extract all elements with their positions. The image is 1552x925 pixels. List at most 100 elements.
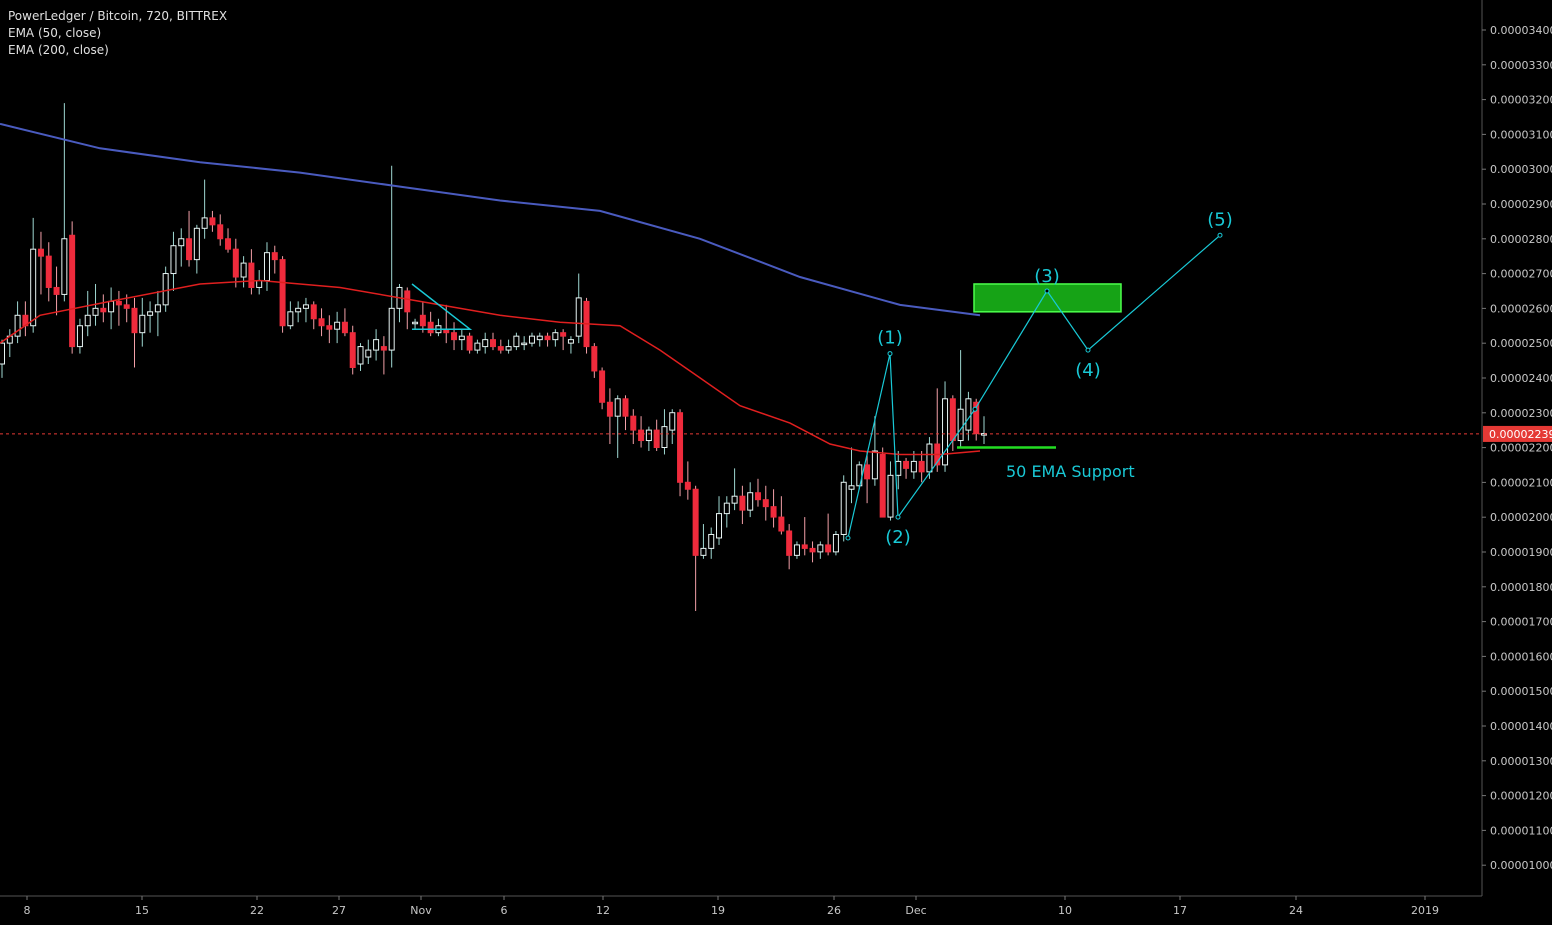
candle — [380, 336, 387, 375]
candle-body — [271, 252, 278, 261]
candle-body — [302, 304, 309, 309]
ema50-line — [0, 279, 981, 456]
candle — [162, 266, 169, 312]
candle-body — [786, 530, 793, 556]
candle-body — [793, 544, 800, 556]
candle — [131, 297, 138, 368]
candle — [178, 228, 185, 267]
candle-body — [53, 286, 60, 295]
candle — [186, 210, 193, 267]
candle — [809, 541, 816, 563]
price-axis[interactable]: 0.00003400 0.00003300 0.00003200 0.00003100… — [1481, 0, 1552, 896]
candle-body — [490, 339, 496, 348]
candle — [217, 214, 224, 246]
time-axis[interactable]: 8 15 22 27 Nov 6 12 19 26 Dec 10 17 24 2019 — [0, 895, 1482, 917]
candle-body — [677, 412, 684, 483]
wave-label-5: (5) — [1207, 209, 1233, 230]
candle — [942, 381, 949, 472]
candle — [404, 287, 411, 330]
candle-body — [505, 346, 512, 351]
candle-body — [708, 533, 715, 549]
ema50-legend[interactable]: EMA (50, close) — [8, 26, 102, 40]
drawings-layer — [0, 232, 1482, 541]
candle — [606, 388, 613, 445]
price-tick-label: 0.00002600 — [1490, 302, 1552, 315]
candle — [552, 329, 559, 347]
candle-body — [412, 321, 419, 325]
candle — [139, 297, 146, 347]
candle-body — [380, 346, 387, 351]
candle — [326, 315, 333, 344]
candle-body — [193, 227, 200, 261]
candle-body — [599, 370, 606, 403]
candle — [240, 256, 247, 288]
candle-body — [217, 224, 224, 240]
candle-body — [474, 342, 481, 351]
candle — [622, 395, 629, 431]
candle-body — [840, 481, 847, 535]
candle-body — [357, 346, 364, 365]
candle-body — [895, 460, 902, 476]
candle-body — [318, 318, 325, 327]
candle-body — [661, 426, 668, 448]
candle-body — [232, 248, 239, 278]
candle — [232, 238, 239, 288]
candle-body — [513, 335, 520, 348]
candle-body — [739, 495, 746, 511]
candle-body — [606, 401, 613, 417]
candle-body — [622, 398, 629, 417]
candle-body — [887, 474, 894, 518]
wave-point — [1217, 232, 1223, 238]
candle — [225, 228, 232, 253]
price-tick-label: 0.00002800 — [1490, 233, 1552, 246]
candle-body — [630, 415, 637, 431]
candle — [271, 245, 278, 274]
candle — [684, 461, 691, 500]
candle — [599, 367, 606, 410]
candle-body — [69, 234, 76, 348]
price-tick-label: 0.00001900 — [1490, 546, 1552, 559]
candle — [879, 447, 886, 518]
candle — [567, 336, 574, 354]
candle — [310, 301, 317, 330]
symbol-title[interactable]: PowerLedger / Bitcoin, 720, BITTREX — [8, 9, 228, 23]
time-tick-label: 17 — [1173, 904, 1187, 917]
candle — [419, 301, 426, 333]
candle-body — [334, 321, 341, 330]
price-tick-label: 0.00001700 — [1490, 616, 1552, 629]
candle-body — [240, 262, 247, 278]
candle — [209, 210, 216, 232]
candle-body — [903, 460, 910, 469]
candle — [69, 221, 76, 354]
ema200-legend[interactable]: EMA (200, close) — [8, 43, 109, 57]
candle-body — [419, 314, 426, 327]
candle-body — [131, 307, 138, 334]
candle-body — [326, 325, 333, 330]
chart-legend: PowerLedger / Bitcoin, 720, BITTREX EMA … — [8, 8, 227, 59]
candle — [739, 485, 746, 525]
candle-body — [108, 300, 115, 313]
candle — [770, 489, 777, 528]
candle — [708, 527, 715, 559]
price-tick-label: 0.00001500 — [1490, 685, 1552, 698]
candle-body — [762, 499, 769, 508]
candle — [474, 339, 481, 354]
candle-body — [295, 307, 302, 313]
candle — [871, 416, 878, 486]
time-tick-label: 2019 — [1411, 904, 1439, 917]
time-tick-label: Dec — [905, 904, 926, 917]
candle-body — [817, 544, 824, 553]
candle — [762, 485, 769, 521]
price-tick-label: 0.00002900 — [1490, 198, 1552, 211]
candle — [817, 541, 824, 559]
candle — [45, 242, 52, 302]
candle-body — [957, 408, 964, 442]
price-tick-label: 0.00001600 — [1490, 650, 1552, 663]
candle — [193, 224, 200, 274]
time-tick-label: 24 — [1289, 904, 1303, 917]
support-annotation: 50 EMA Support — [1006, 462, 1135, 481]
candle — [910, 450, 917, 479]
